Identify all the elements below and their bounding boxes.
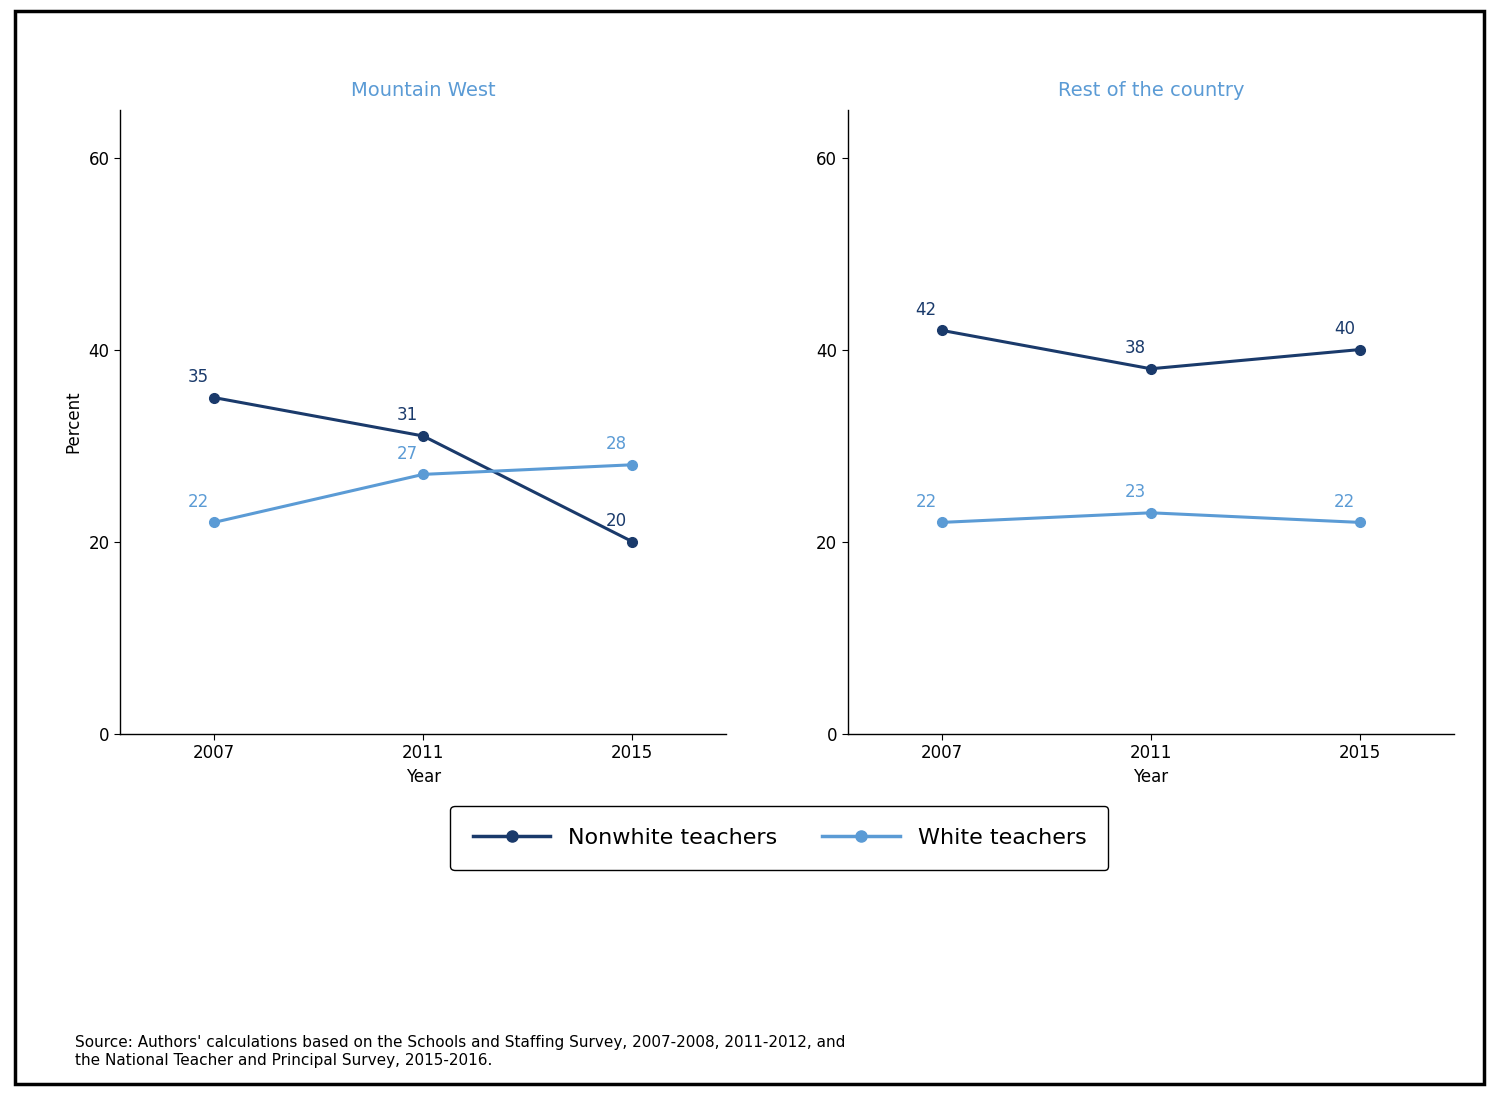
- Text: 22: 22: [1334, 493, 1355, 511]
- Text: 42: 42: [916, 301, 937, 319]
- X-axis label: Year: Year: [1133, 768, 1168, 785]
- Legend: Nonwhite teachers, White teachers: Nonwhite teachers, White teachers: [451, 806, 1108, 871]
- Text: Source: Authors' calculations based on the Schools and Staffing Survey, 2007-200: Source: Authors' calculations based on t…: [75, 1035, 845, 1068]
- Text: 23: 23: [1124, 483, 1145, 502]
- Text: 22: 22: [187, 493, 210, 511]
- Title: Mountain West: Mountain West: [351, 81, 496, 100]
- Y-axis label: Percent: Percent: [64, 390, 82, 453]
- Text: 40: 40: [1334, 320, 1355, 338]
- Text: 35: 35: [187, 368, 208, 387]
- Title: Rest of the country: Rest of the country: [1058, 81, 1244, 100]
- Text: 22: 22: [916, 493, 937, 511]
- Text: 28: 28: [606, 436, 627, 453]
- X-axis label: Year: Year: [406, 768, 441, 785]
- Text: 20: 20: [606, 512, 627, 530]
- Text: 31: 31: [397, 406, 418, 425]
- Text: 38: 38: [1124, 339, 1145, 357]
- Text: 27: 27: [397, 445, 418, 463]
